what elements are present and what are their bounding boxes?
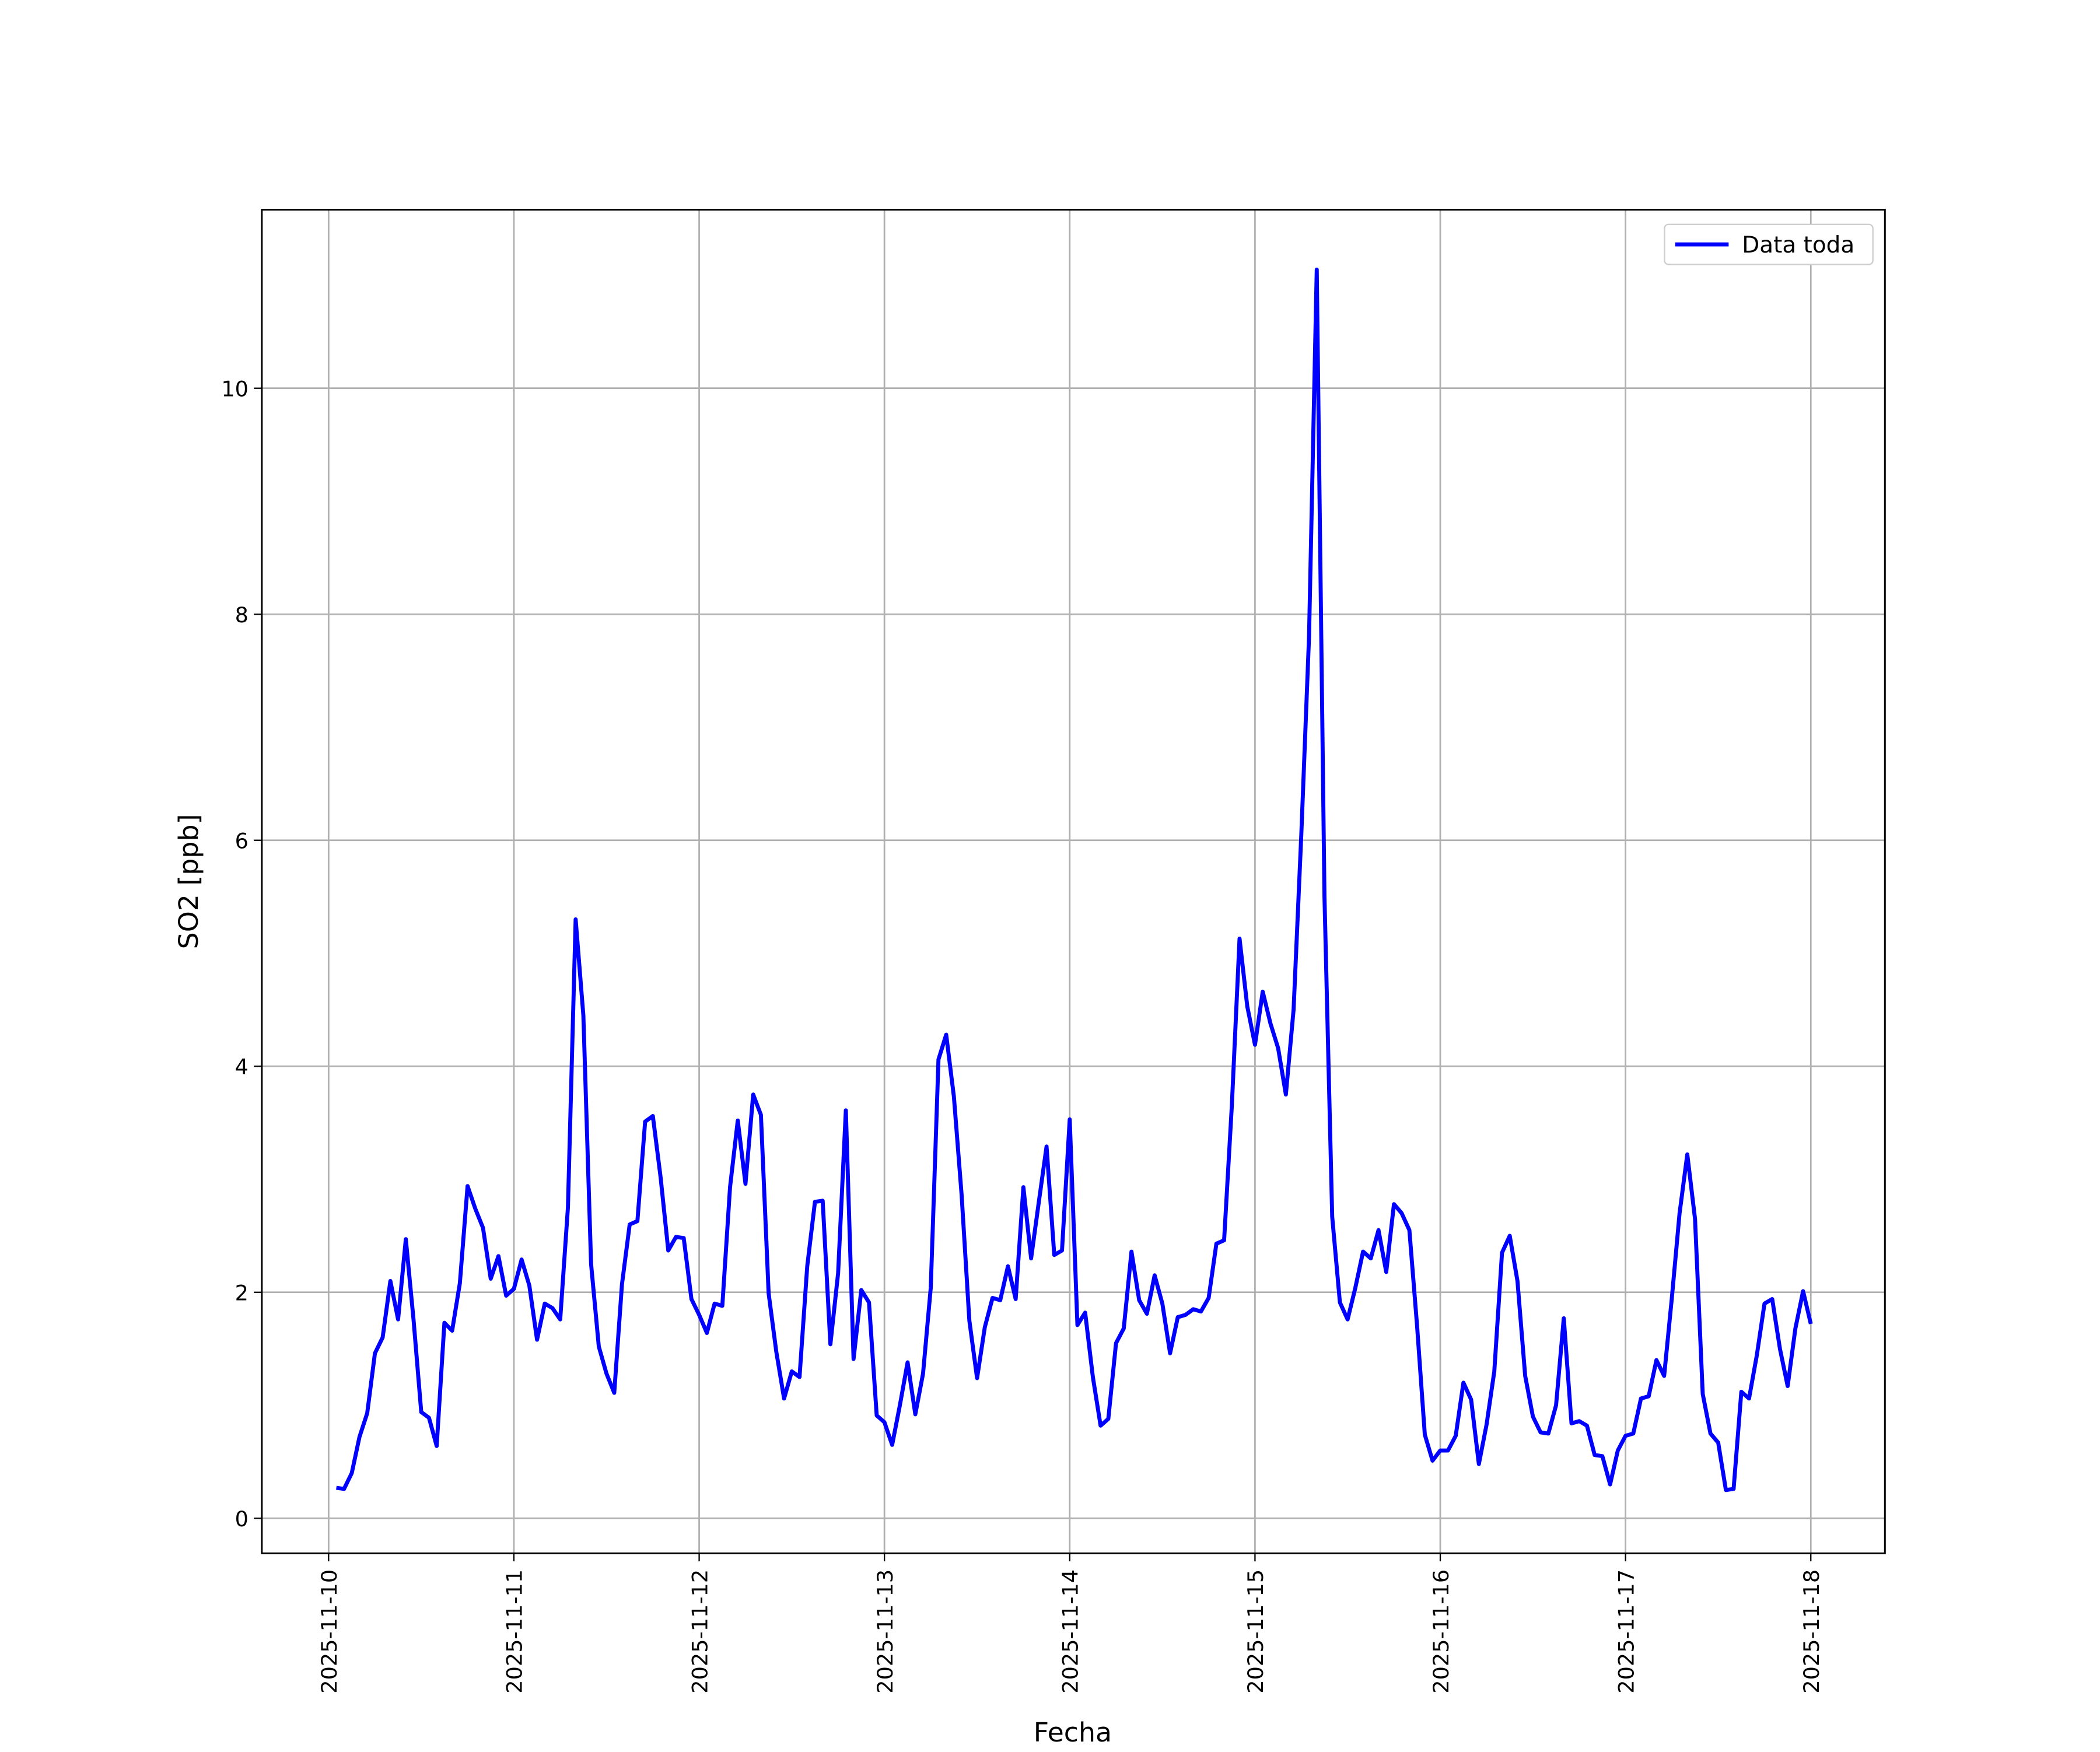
x-tick-label: 2025-11-16 (1429, 1569, 1454, 1694)
x-tick-label: 2025-11-11 (502, 1569, 527, 1694)
x-tick-label: 2025-11-13 (873, 1569, 898, 1694)
x-tick-label: 2025-11-12 (687, 1569, 712, 1694)
x-tick-label: 2025-11-15 (1243, 1569, 1268, 1694)
x-tick-label: 2025-11-14 (1058, 1569, 1083, 1694)
legend-box (1664, 223, 1874, 265)
y-tick-label: 10 (221, 376, 249, 401)
y-tick-label: 8 (235, 602, 249, 628)
y-tick-label: 6 (235, 828, 249, 853)
x-axis-label: Fecha (1034, 1716, 1112, 1748)
plot-frame (261, 209, 1886, 1554)
y-tick-label: 0 (235, 1506, 249, 1532)
data-line (336, 267, 1813, 1492)
x-tick-label: 2025-11-17 (1614, 1569, 1639, 1694)
y-tick-label: 4 (235, 1054, 249, 1080)
legend-label: Data toda (1742, 232, 1854, 258)
y-tick-label: 2 (235, 1281, 249, 1306)
x-tick-label: 2025-11-10 (317, 1569, 342, 1694)
y-axis-label: SO2 [ppb] (173, 814, 204, 949)
x-tick-label: 2025-11-18 (1799, 1569, 1824, 1694)
